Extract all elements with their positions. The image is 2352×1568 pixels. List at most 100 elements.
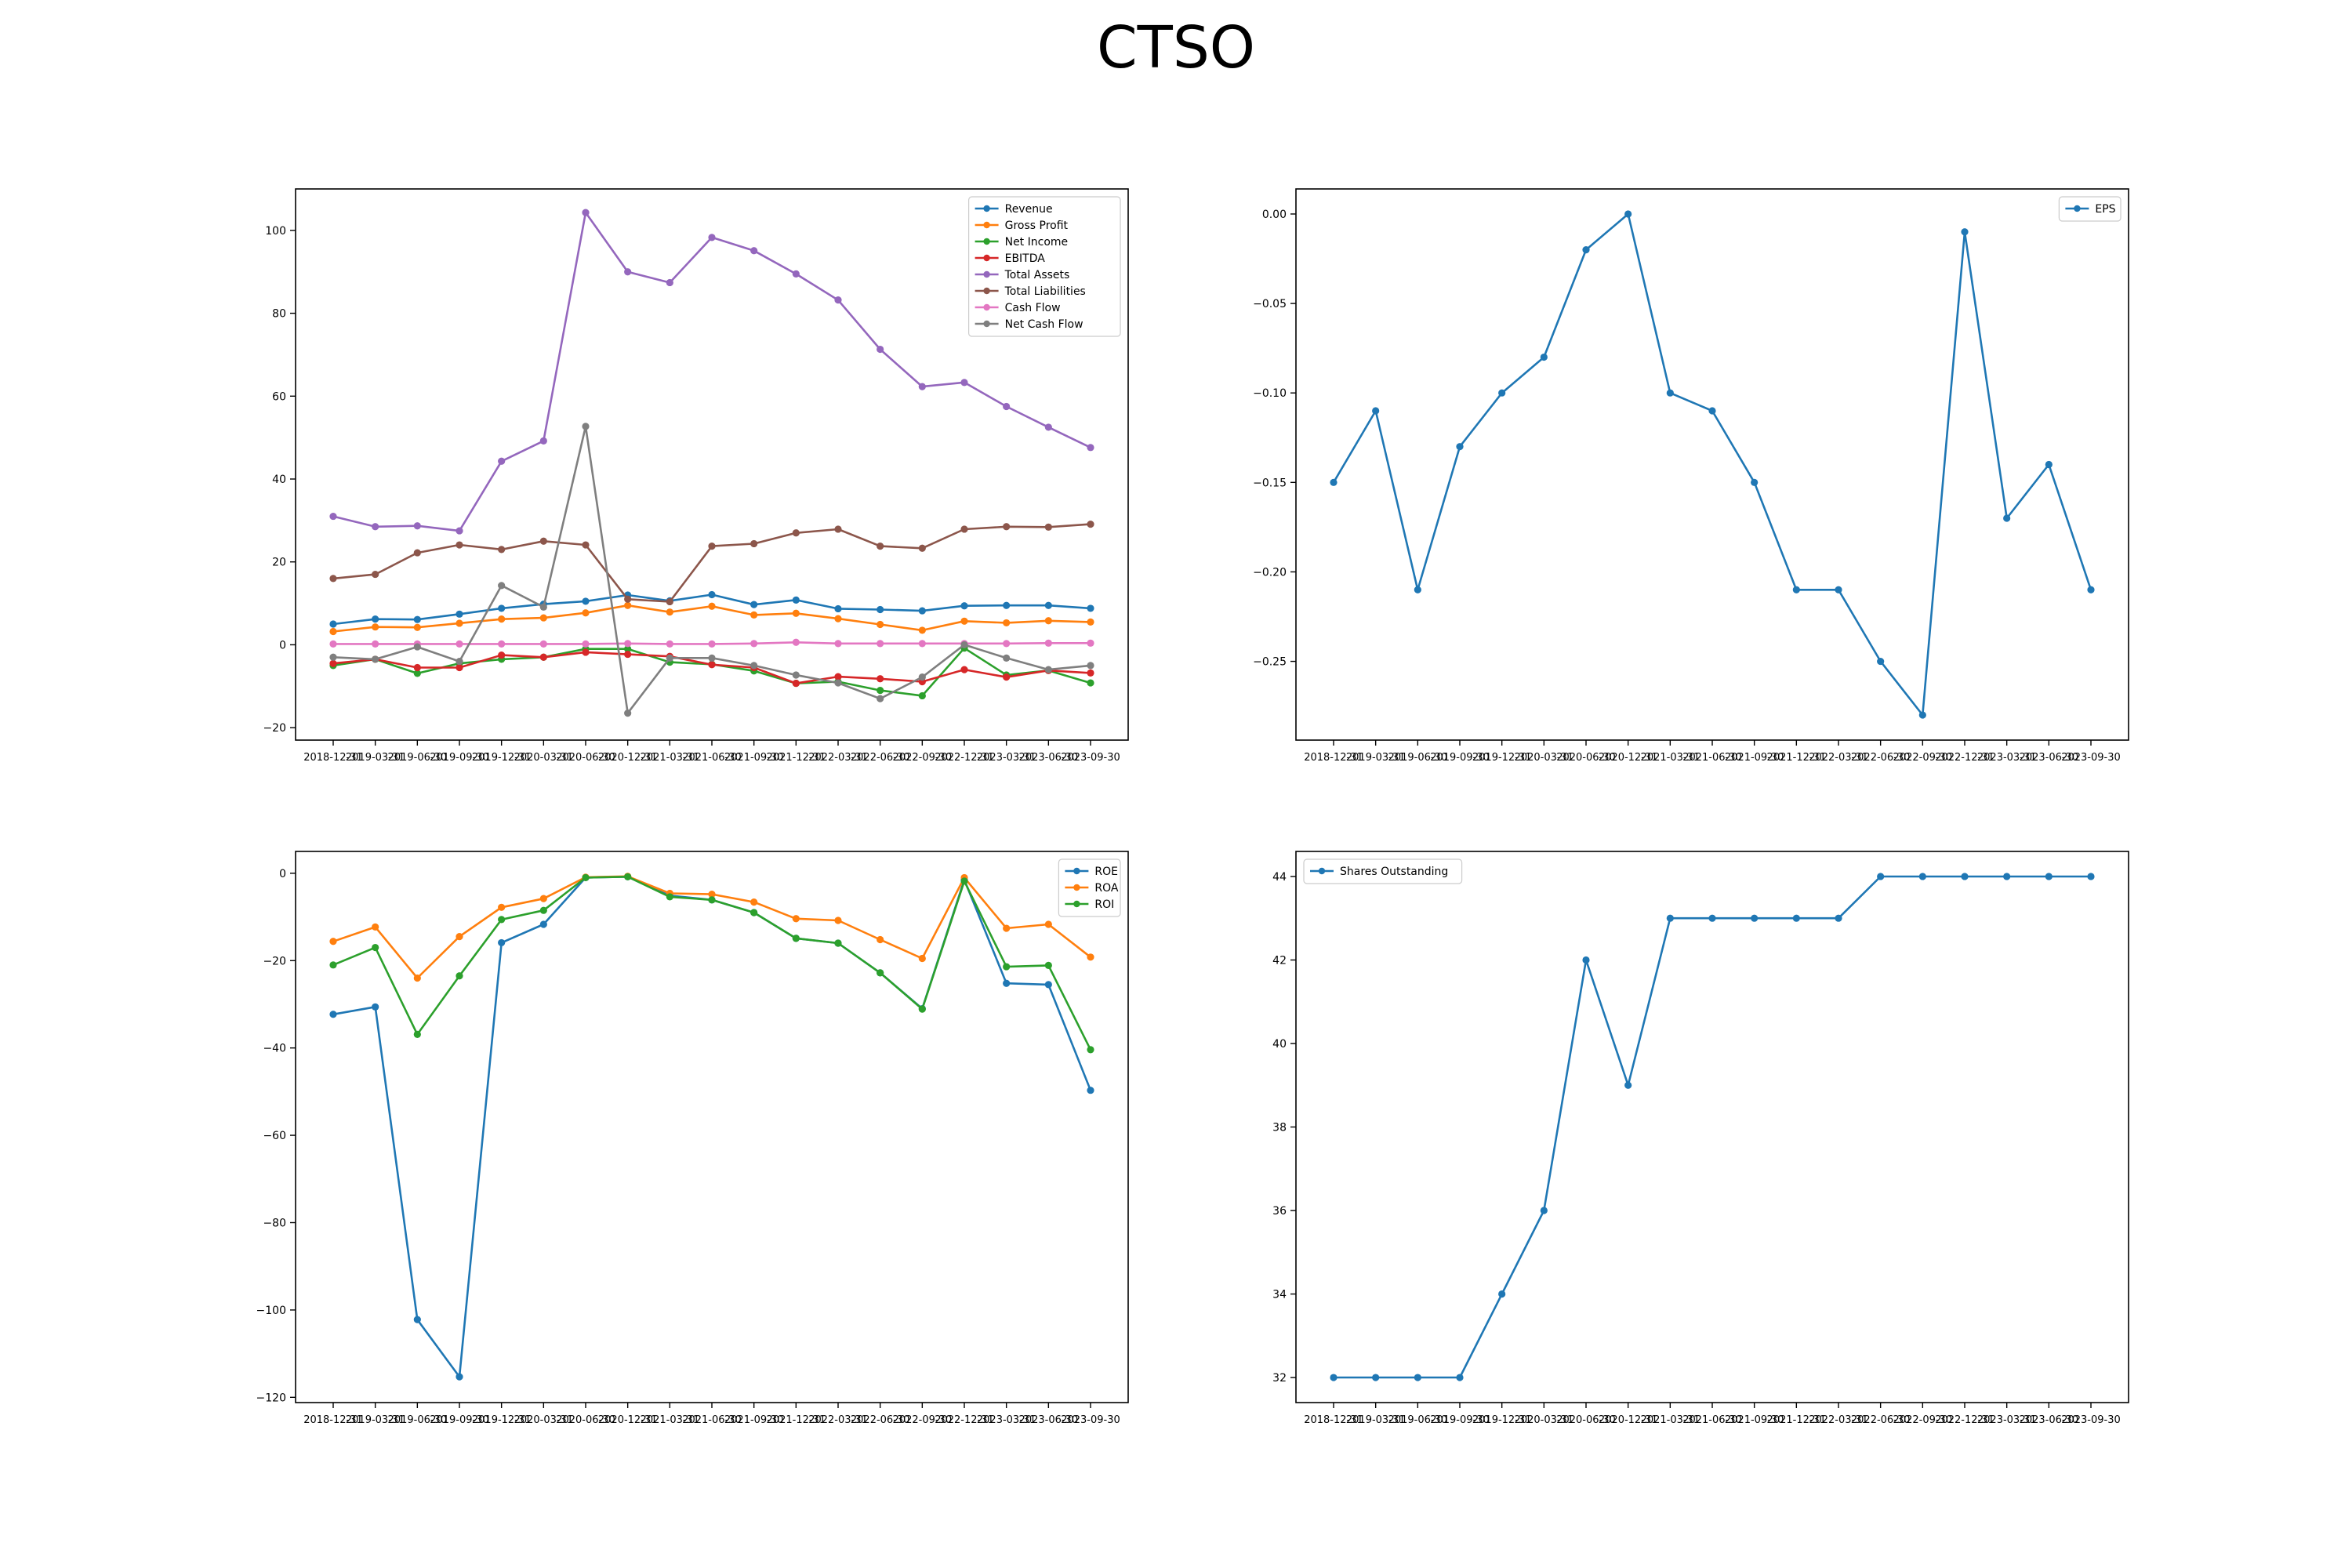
eps-chart: 2018-12-312019-03-312019-06-302019-09-30…	[1253, 188, 2129, 764]
data-point	[1044, 617, 1052, 625]
data-point	[372, 523, 379, 531]
data-point	[413, 643, 421, 651]
data-point	[1540, 1207, 1548, 1214]
data-point	[918, 626, 926, 634]
series-line	[332, 523, 1091, 603]
data-point	[539, 653, 547, 661]
data-point	[624, 710, 632, 717]
plot-frame	[1295, 851, 2129, 1403]
data-point	[708, 661, 716, 669]
y-tick-label: 0	[279, 639, 286, 652]
data-point	[1087, 444, 1094, 452]
data-point	[750, 898, 758, 906]
legend-label: Net Cash Flow	[1005, 318, 1083, 331]
data-point	[877, 543, 884, 550]
data-point	[877, 620, 884, 629]
data-point	[1624, 1081, 1632, 1089]
plot-frame	[1295, 188, 2129, 741]
legend-label: Total Assets	[1004, 269, 1070, 281]
data-point	[1087, 618, 1094, 626]
x-tick-label: 2023-03-31	[1977, 752, 2037, 764]
data-point	[372, 640, 379, 648]
y-tick-label: −120	[256, 1392, 286, 1404]
data-point	[1877, 657, 1885, 666]
data-point	[1044, 601, 1052, 609]
legend-marker	[1073, 867, 1080, 875]
x-tick-label: 2020-12-31	[598, 1414, 658, 1426]
data-point	[329, 653, 337, 661]
x-tick-label: 2021-03-31	[1641, 1414, 1700, 1426]
legend-label: ROI	[1094, 898, 1114, 911]
data-point	[582, 648, 590, 656]
data-point	[960, 666, 968, 673]
legend-label: Cash Flow	[1005, 302, 1061, 314]
legend-item-total-assets: Total Assets	[975, 269, 1070, 281]
data-point	[539, 603, 547, 611]
series-total-liabilities	[329, 521, 1094, 606]
data-point	[1456, 443, 1464, 451]
data-point	[1003, 673, 1011, 681]
data-point	[708, 896, 716, 904]
data-point	[329, 640, 337, 648]
y-tick-label: −20	[263, 722, 286, 735]
x-tick-label: 2021-06-30	[682, 752, 742, 764]
data-point	[1044, 639, 1052, 647]
data-point	[918, 1005, 926, 1013]
data-point	[1044, 981, 1052, 989]
data-point	[539, 906, 547, 914]
data-point	[539, 537, 547, 545]
x-tick-label: 2023-09-30	[1061, 1414, 1120, 1426]
data-point	[1003, 523, 1011, 531]
y-tick-label: −40	[263, 1043, 286, 1055]
data-point	[456, 541, 463, 549]
data-point	[750, 611, 758, 619]
data-point	[329, 961, 337, 969]
data-point	[1003, 654, 1011, 662]
series-shares-outstanding	[1330, 873, 2095, 1381]
data-point	[1835, 586, 1842, 593]
x-tick-label: 2022-03-31	[808, 1414, 868, 1426]
data-point	[413, 670, 421, 677]
data-point	[2087, 873, 2095, 880]
data-point	[1666, 389, 1674, 397]
x-tick-label: 2020-03-31	[1515, 1414, 1574, 1426]
data-point	[750, 539, 758, 548]
financials-chart: 2018-12-312019-03-312019-06-302019-09-30…	[263, 188, 1129, 764]
data-point	[1003, 619, 1011, 627]
data-point	[539, 437, 547, 445]
data-point	[329, 620, 337, 628]
data-point	[1751, 478, 1759, 486]
data-point	[372, 623, 379, 631]
series-gross-profit	[329, 601, 1094, 636]
data-point	[582, 541, 590, 549]
data-point	[329, 627, 337, 636]
data-point	[834, 604, 842, 613]
data-point	[708, 640, 716, 648]
data-point	[1087, 604, 1094, 612]
data-point	[1087, 1087, 1094, 1094]
x-tick-label: 2019-06-30	[1388, 752, 1448, 764]
legend-label: Net Income	[1005, 236, 1069, 249]
legend: EPS	[2058, 196, 2122, 222]
data-point	[750, 247, 758, 255]
data-point	[750, 909, 758, 916]
data-point	[1003, 963, 1011, 971]
series-line	[332, 425, 1091, 714]
x-tick-label: 2021-12-31	[1767, 752, 1827, 764]
data-point	[624, 873, 632, 880]
x-tick-label: 2021-12-31	[1767, 1414, 1827, 1426]
data-point	[1918, 873, 1926, 880]
data-point	[1751, 914, 1759, 922]
legend-label: Revenue	[1005, 203, 1053, 216]
data-point	[498, 938, 506, 947]
data-point	[1087, 639, 1094, 647]
y-tick-label: 80	[272, 308, 286, 321]
x-tick-label: 2022-09-30	[893, 1414, 953, 1426]
legend-item-roe: ROE	[1065, 866, 1118, 878]
x-tick-label: 2019-09-30	[1430, 752, 1490, 764]
data-point	[918, 954, 926, 963]
y-tick-label: 40	[272, 474, 286, 486]
data-point	[708, 234, 716, 241]
data-point	[1498, 1290, 1506, 1298]
legend-marker	[1073, 884, 1080, 891]
